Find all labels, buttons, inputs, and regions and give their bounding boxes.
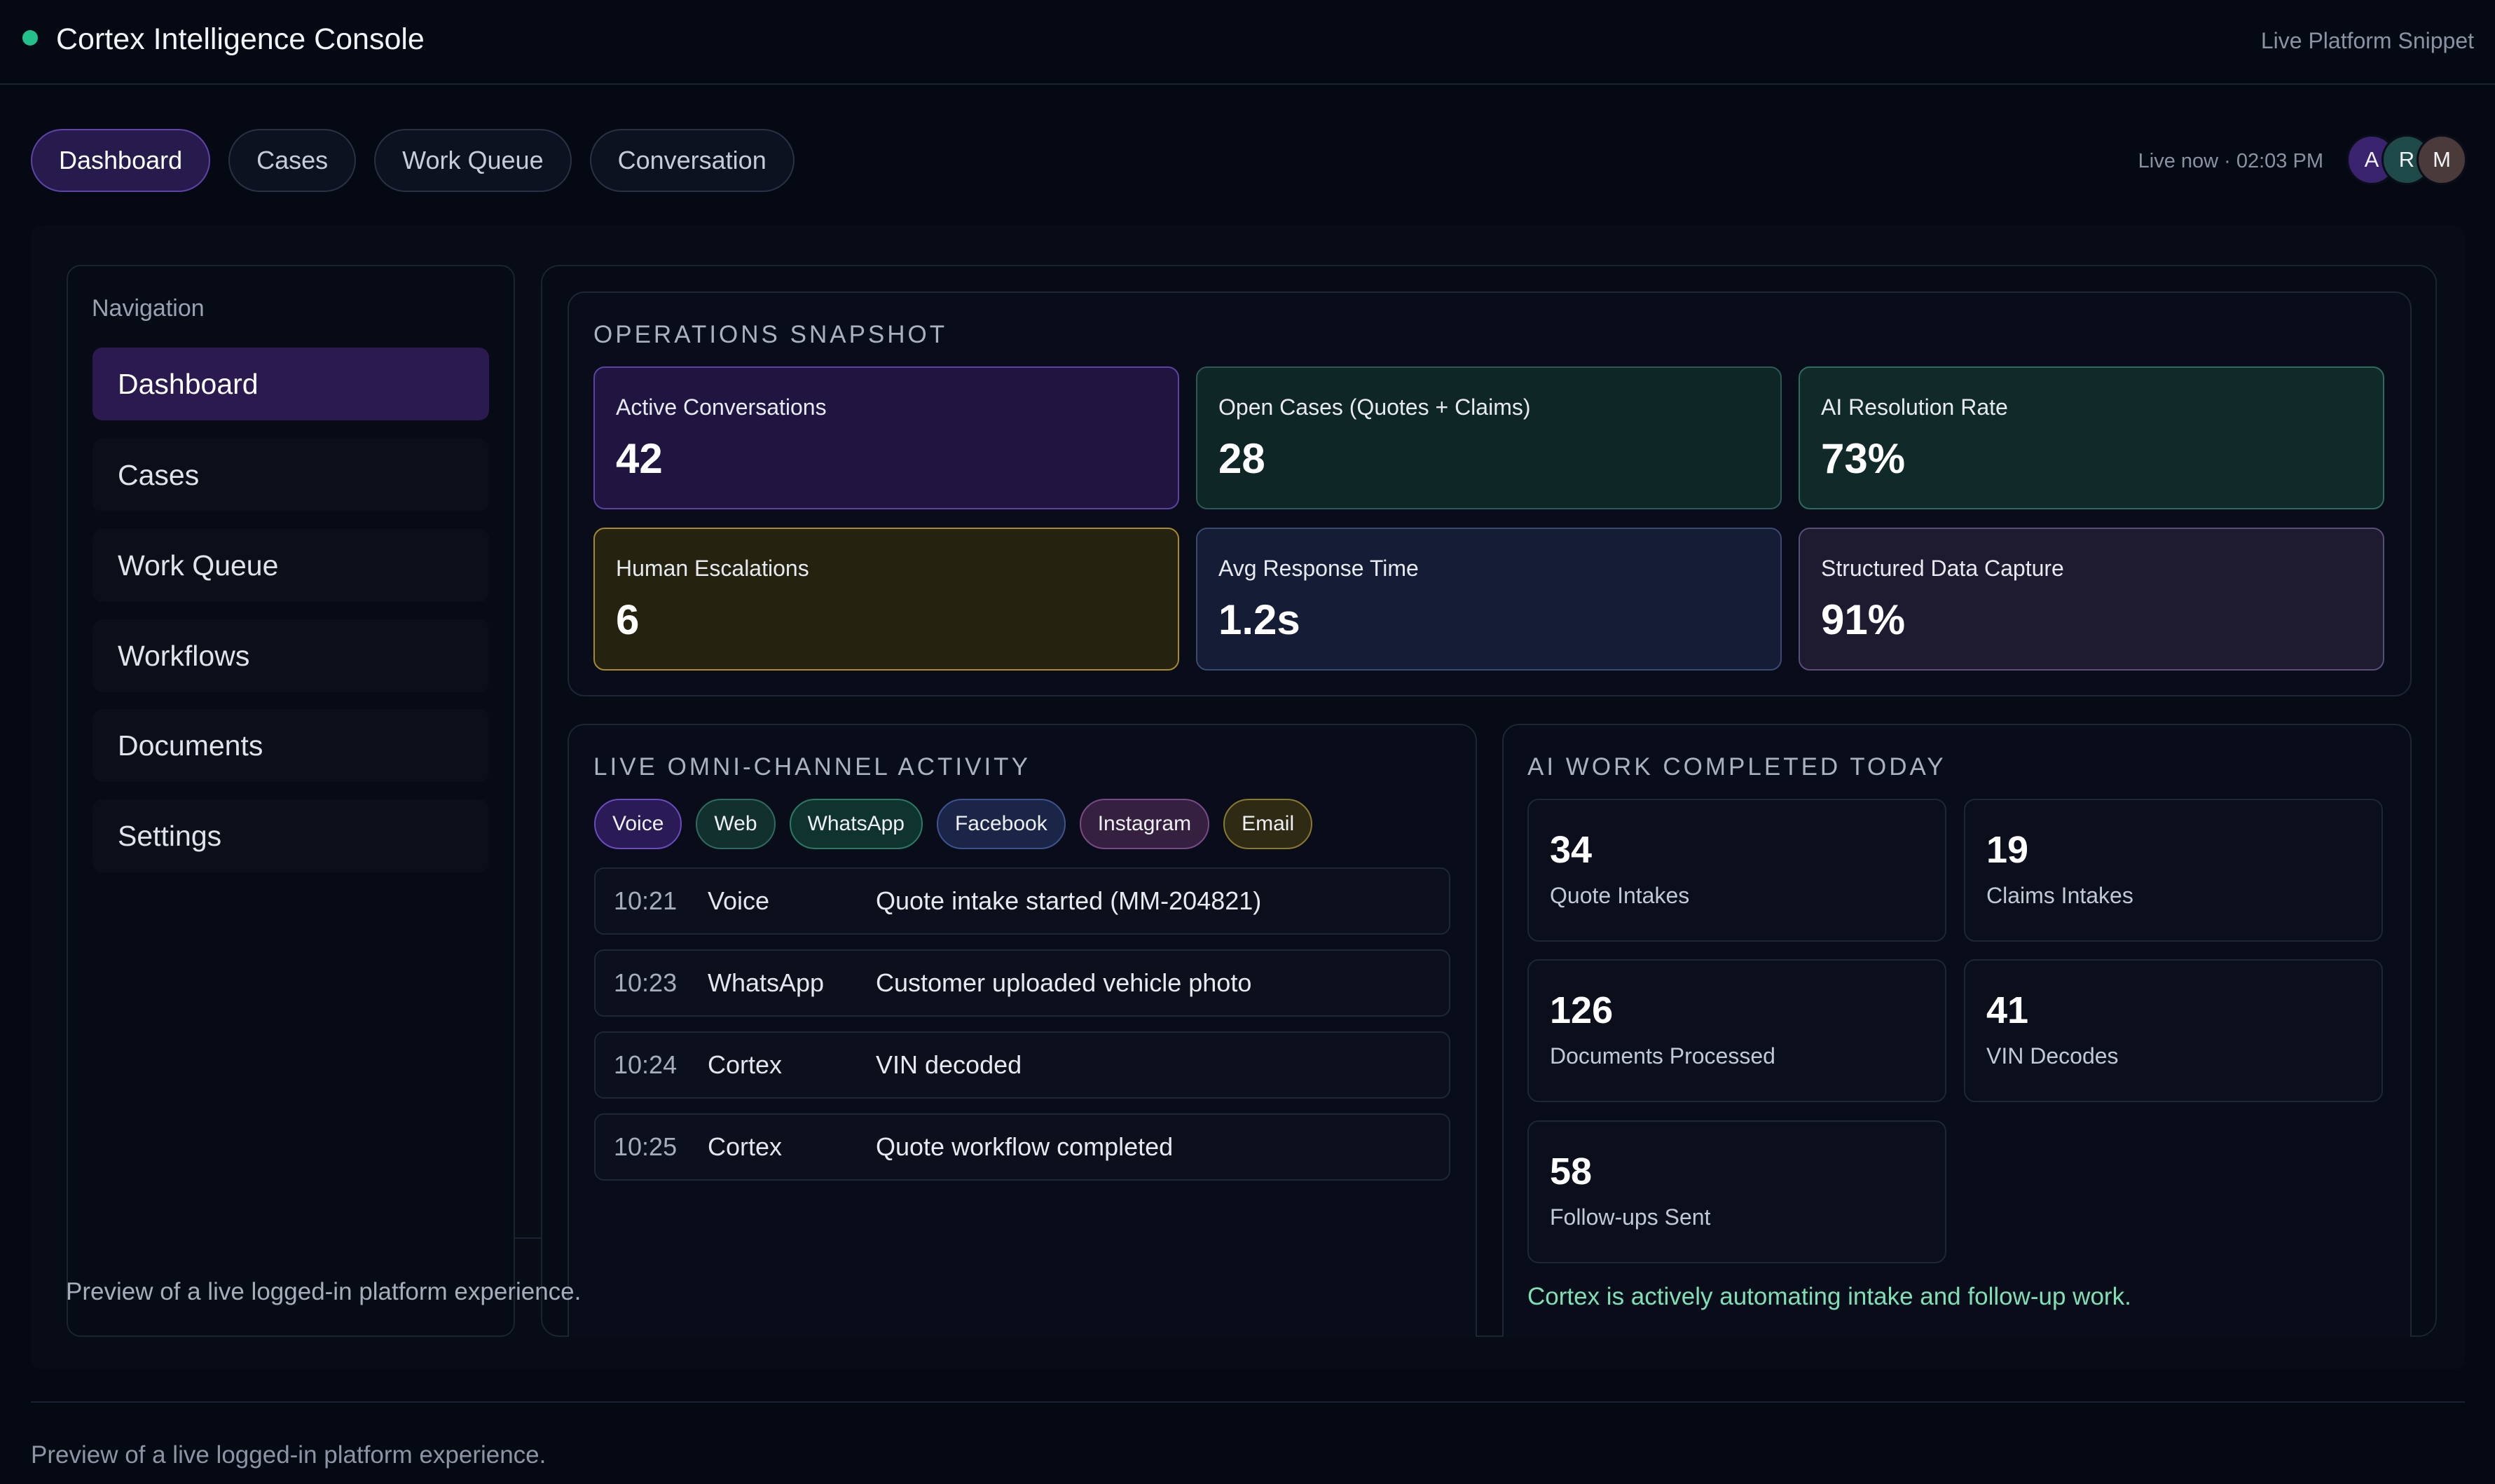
sidebar-item-dashboard[interactable]: Dashboard [92,348,489,420]
channel-chip-voice[interactable]: Voice [594,799,682,849]
stat-value: 42 [616,435,663,482]
stat-structured-data-capture: Structured Data Capture 91% [1799,528,2384,671]
stat-label: Human Escalations [616,556,809,581]
footer-text: Preview of a live logged-in platform exp… [31,1441,547,1469]
work-card-documents-processed: 126 Documents Processed [1527,959,1946,1102]
work-label: VIN Decodes [1986,1043,2119,1069]
activity-row[interactable]: 10:25 Cortex Quote workflow completed [594,1113,1450,1181]
top-bar [0,0,2495,85]
divider [31,1401,2465,1403]
activity-channel: Cortex [708,1050,783,1079]
channel-chip-instagram[interactable]: Instagram [1079,799,1210,849]
tab-work-queue[interactable]: Work Queue [374,129,572,192]
activity-message: Customer uploaded vehicle photo [876,968,1252,997]
sidebar-item-cases[interactable]: Cases [92,439,489,511]
activity-channel: Cortex [708,1132,783,1161]
sidebar-item-work-queue[interactable]: Work Queue [92,529,489,602]
work-label: Documents Processed [1550,1043,1775,1069]
work-label: Quote Intakes [1550,883,1690,908]
sidebar-item-settings[interactable]: Settings [92,799,489,872]
operations-snapshot-title: OPERATIONS SNAPSHOT [593,321,948,348]
sidebar-item-documents[interactable]: Documents [92,709,489,782]
stat-human-escalations: Human Escalations 6 [593,528,1179,671]
activity-channel: WhatsApp [708,968,825,997]
avatar[interactable]: M [2417,135,2467,185]
stat-label: AI Resolution Rate [1821,394,2008,420]
stat-value: 6 [616,596,640,643]
work-label: Follow-ups Sent [1550,1204,1711,1230]
app-title: Cortex Intelligence Console [56,22,425,56]
activity-time: 10:23 [614,968,678,997]
activity-message: Quote intake started (MM-204821) [876,886,1262,915]
stat-value: 73% [1821,435,1906,482]
activity-row[interactable]: 10:24 Cortex VIN decoded [594,1031,1450,1099]
ai-status-note: Cortex is actively automating intake and… [1527,1283,2131,1310]
work-card-claims-intakes: 19 Claims Intakes [1964,799,2383,942]
stat-label: Open Cases (Quotes + Claims) [1218,394,1531,420]
stat-label: Structured Data Capture [1821,556,2064,581]
live-status: Live now · 02:03 PM [2138,150,2323,172]
work-count: 41 [1986,989,2029,1031]
divider [515,1237,542,1239]
work-label: Claims Intakes [1986,883,2133,908]
stat-avg-response-time: Avg Response Time 1.2s [1196,528,1782,671]
stat-ai-resolution-rate: AI Resolution Rate 73% [1799,366,2384,509]
live-platform-label: Live Platform Snippet [2260,28,2474,53]
stat-active-conversations: Active Conversations 42 [593,366,1179,509]
activity-message: Quote workflow completed [876,1132,1174,1161]
channel-chip-email[interactable]: Email [1223,799,1313,849]
activity-time: 10:21 [614,886,678,915]
work-card-vin-decodes: 41 VIN Decodes [1964,959,2383,1102]
tab-dashboard[interactable]: Dashboard [31,129,211,192]
status-dot-icon [22,30,38,46]
channel-filters: Voice Web WhatsApp Facebook Instagram Em… [594,799,1313,849]
sidebar-preview-text: Preview of a live logged-in platform exp… [66,1278,582,1305]
activity-channel: Voice [708,886,770,915]
stat-value: 1.2s [1218,596,1300,643]
sidebar-title: Navigation [92,295,205,322]
tab-conversation[interactable]: Conversation [589,129,795,192]
channel-chip-facebook[interactable]: Facebook [936,799,1066,849]
channel-chip-whatsapp[interactable]: WhatsApp [789,799,923,849]
stat-value: 28 [1218,435,1265,482]
activity-row[interactable]: 10:21 Voice Quote intake started (MM-204… [594,867,1450,935]
work-card-quote-intakes: 34 Quote Intakes [1527,799,1946,942]
stat-open-cases: Open Cases (Quotes + Claims) 28 [1196,366,1782,509]
stat-value: 91% [1821,596,1906,643]
stat-label: Avg Response Time [1218,556,1419,581]
avatar-group: A R M [2346,135,2467,185]
stat-label: Active Conversations [616,394,827,420]
activity-time: 10:24 [614,1050,678,1079]
tab-cases[interactable]: Cases [228,129,357,192]
work-count: 58 [1550,1150,1593,1193]
work-count: 19 [1986,829,2029,871]
activity-time: 10:25 [614,1132,678,1161]
work-count: 126 [1550,989,1614,1031]
channel-chip-web[interactable]: Web [696,799,776,849]
activity-row[interactable]: 10:23 WhatsApp Customer uploaded vehicle… [594,949,1450,1017]
activity-message: VIN decoded [876,1050,1022,1079]
live-activity-title: LIVE OMNI-CHANNEL ACTIVITY [593,753,1031,781]
sidebar-item-workflows[interactable]: Workflows [92,619,489,692]
work-card-follow-ups-sent: 58 Follow-ups Sent [1527,1120,1946,1263]
work-count: 34 [1550,829,1593,871]
ai-work-title: AI WORK COMPLETED TODAY [1527,753,1946,781]
top-tabs: Dashboard Cases Work Queue Conversation [31,129,795,192]
